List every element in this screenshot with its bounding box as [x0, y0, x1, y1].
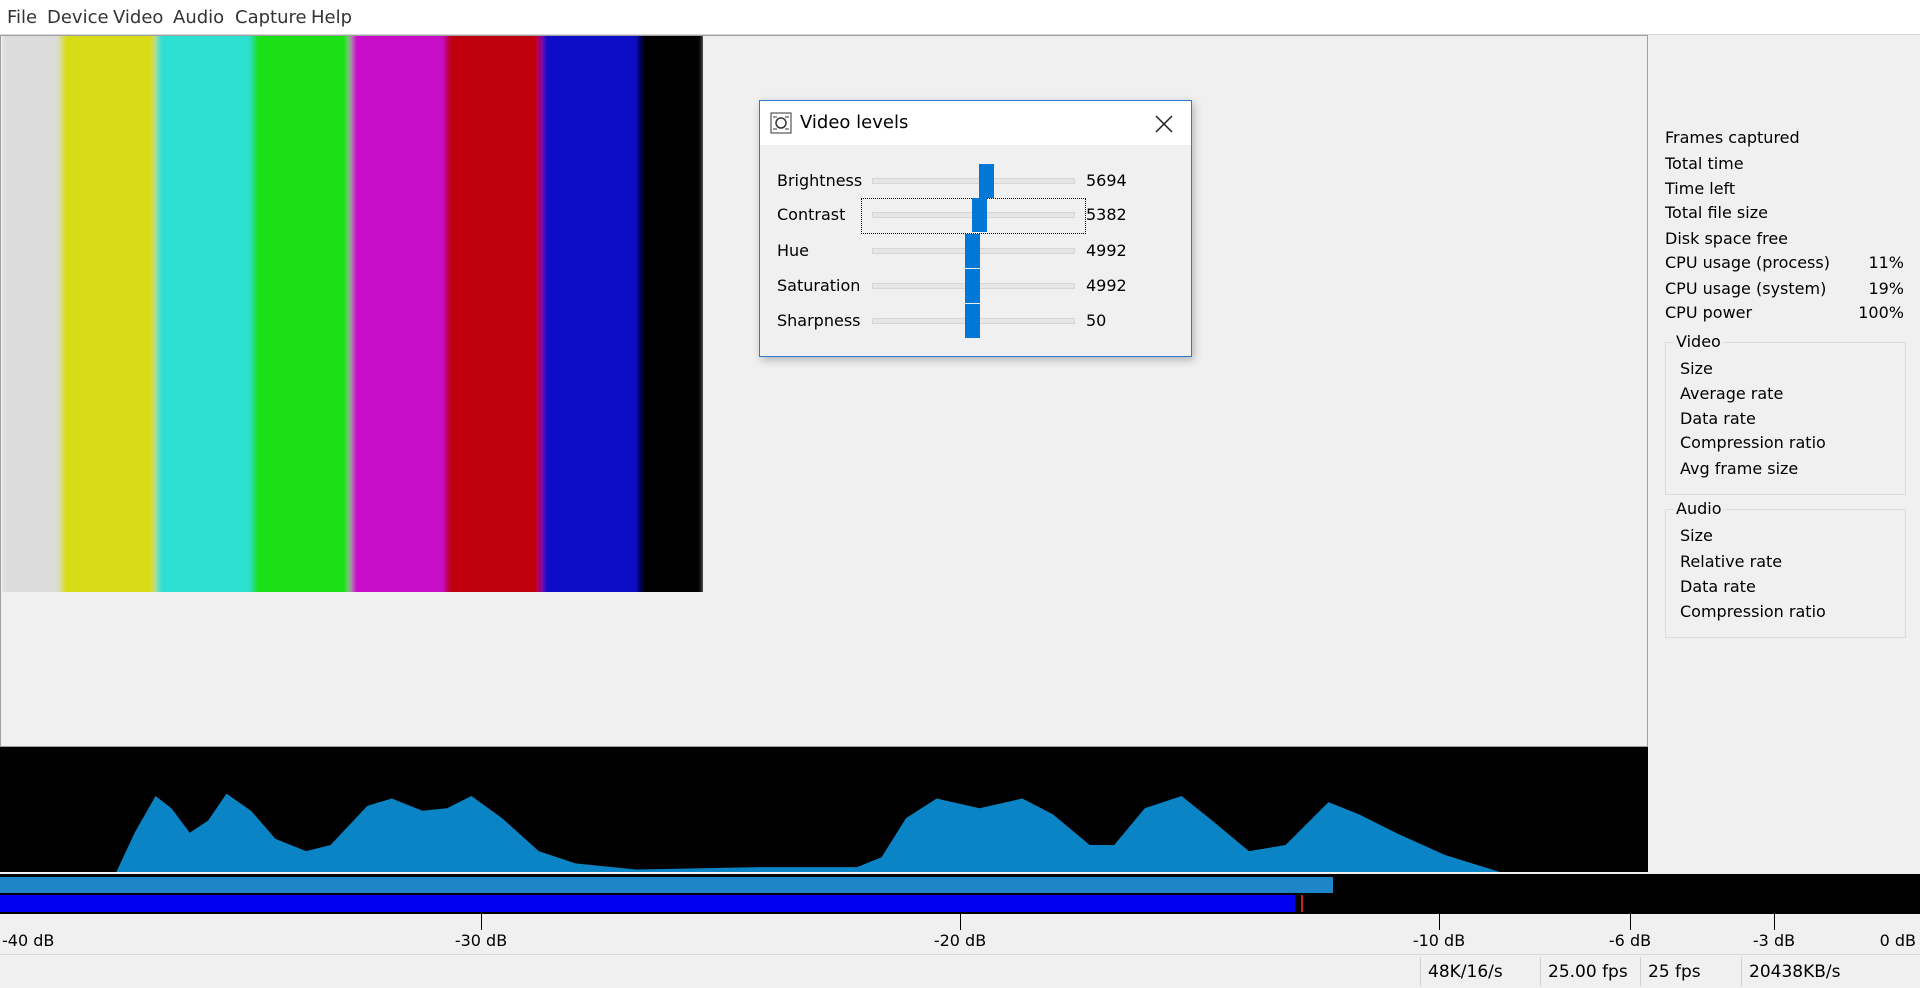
status-bar: 48K/16/s 25.00 fps 25 fps 20438KB/s	[0, 955, 1920, 988]
status-separator	[1741, 957, 1742, 986]
stat-value: 11%	[1868, 253, 1904, 272]
group-item: Compression ratio	[1680, 602, 1826, 621]
menu-item[interactable]: Device	[47, 7, 109, 28]
stat-label: CPU usage (system)	[1665, 279, 1827, 298]
stat-label: CPU usage (process)	[1665, 253, 1830, 272]
status-field: 48K/16/s	[1428, 962, 1503, 982]
slider-label: Saturation	[777, 276, 861, 295]
stat-label: CPU power	[1665, 303, 1753, 322]
group-item: Avg frame size	[1680, 459, 1799, 478]
status-separator	[1640, 957, 1641, 986]
group-item: Relative rate	[1680, 552, 1783, 571]
group-item: Data rate	[1680, 409, 1756, 428]
slider-value: 5694	[1086, 171, 1127, 190]
audio-group	[1665, 509, 1906, 638]
scale-label: 0 dB	[1879, 931, 1916, 950]
slider-thumb[interactable]	[979, 164, 994, 198]
scale-label: -30 dB	[454, 931, 508, 950]
status-separator	[1540, 957, 1541, 986]
slider-value: 4992	[1086, 276, 1127, 295]
slider-value: 4992	[1086, 241, 1127, 260]
group-title: Video	[1674, 332, 1723, 352]
scale-label: -3 dB	[1752, 931, 1796, 950]
stat-value: 100%	[1858, 303, 1904, 322]
dialog-icon	[770, 112, 792, 134]
slider-track	[872, 178, 1075, 184]
menu-item[interactable]: File	[7, 7, 38, 28]
stat-label: Disk space free	[1665, 229, 1789, 248]
scale-label: -10 dB	[1412, 931, 1466, 950]
slider-thumb[interactable]	[972, 198, 987, 232]
scale-label: -6 dB	[1608, 931, 1652, 950]
status-field: 25 fps	[1648, 962, 1701, 982]
menu-bar: File Device Video Audio Capture Help	[0, 0, 1920, 35]
menu-item[interactable]: Capture	[235, 7, 307, 28]
scale-label: -40 dB	[2, 931, 55, 950]
dialog-title: Video levels	[800, 112, 909, 133]
menu-item[interactable]: Help	[311, 7, 353, 28]
menu-item[interactable]: Audio	[173, 7, 225, 28]
db-scale: -40 dB -30 dB -20 dB -10 dB -6 dB -3 dB 0 dB	[0, 914, 1920, 955]
video-levels-dialog: Video levels Brightness 5694 Contrast 5382 H…	[759, 100, 1192, 357]
scale-tick	[1630, 914, 1631, 930]
video-group	[1665, 342, 1906, 495]
audio-waveform	[0, 747, 1648, 872]
status-field: 25.00 fps	[1548, 962, 1628, 982]
stats-panel: Frames captured Total time Time left Total …	[1648, 35, 1920, 955]
stat-label: Frames captured	[1665, 128, 1800, 147]
group-item: Size	[1680, 526, 1713, 545]
stat-value: 19%	[1868, 279, 1904, 298]
slider-thumb[interactable]	[965, 269, 980, 303]
slider-label: Hue	[777, 241, 810, 260]
slider-label: Brightness	[777, 171, 863, 190]
group-item: Compression ratio	[1680, 433, 1826, 452]
scale-tick	[960, 914, 961, 930]
status-field: 20438KB/s	[1749, 962, 1841, 982]
color-bars	[2, 36, 703, 592]
group-item: Size	[1680, 359, 1713, 378]
peak-marker	[1301, 895, 1303, 912]
status-separator	[1420, 957, 1421, 986]
scale-label: -20 dB	[933, 931, 987, 950]
left-channel-level	[0, 877, 1333, 893]
slider-thumb[interactable]	[965, 304, 980, 338]
group-item: Data rate	[1680, 577, 1756, 596]
group-title: Audio	[1674, 499, 1724, 519]
stat-label: Total file size	[1665, 203, 1768, 222]
dialog-title-bar: Video levels	[760, 101, 1191, 145]
menu-item[interactable]: Video	[113, 7, 164, 28]
waveform-graph	[116, 793, 1500, 872]
stat-label: Time left	[1665, 179, 1736, 198]
slider-value: 5382	[1086, 205, 1127, 224]
scale-tick	[481, 914, 482, 930]
slider-label: Contrast	[777, 205, 846, 224]
scale-tick	[1439, 914, 1440, 930]
close-button[interactable]	[1155, 115, 1173, 133]
scale-tick	[1774, 914, 1775, 930]
stat-label: Total time	[1665, 154, 1744, 173]
group-item: Average rate	[1680, 384, 1784, 403]
slider-value: 50	[1086, 311, 1107, 330]
slider-label: Sharpness	[777, 311, 861, 330]
level-meter	[0, 874, 1920, 914]
right-channel-level	[0, 895, 1295, 912]
slider-thumb[interactable]	[965, 234, 980, 268]
